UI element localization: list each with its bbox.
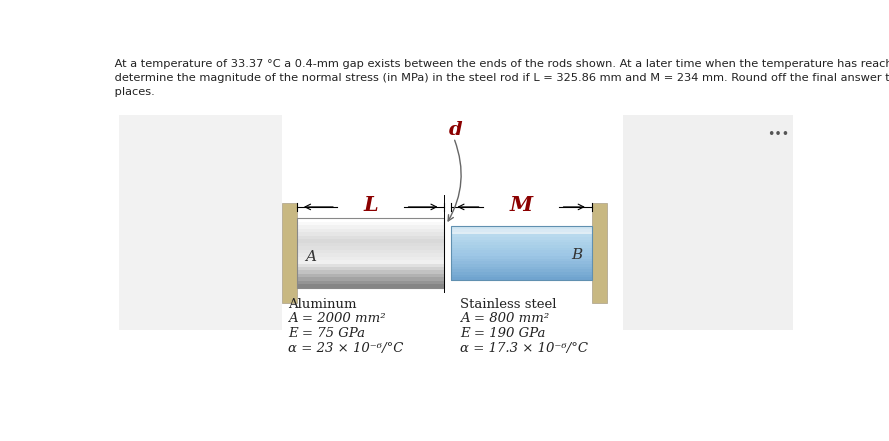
Bar	[297, 284, 444, 288]
Bar	[451, 234, 591, 238]
Bar	[297, 257, 444, 261]
Bar	[451, 272, 591, 276]
Bar	[297, 246, 444, 250]
Text: places.: places.	[111, 87, 155, 97]
Bar	[451, 243, 591, 246]
Bar	[451, 250, 591, 254]
Bar	[451, 239, 591, 243]
Bar	[622, 115, 793, 330]
Bar	[297, 218, 444, 288]
Bar	[451, 237, 591, 240]
Text: E = 75 GPa: E = 75 GPa	[288, 327, 364, 340]
Bar	[451, 261, 591, 265]
Text: A = 2000 mm²: A = 2000 mm²	[288, 312, 386, 325]
Bar	[297, 218, 444, 223]
Bar	[297, 277, 444, 282]
Bar	[451, 229, 591, 232]
Bar	[297, 225, 444, 230]
Text: A: A	[305, 250, 316, 264]
Text: d: d	[449, 121, 463, 139]
Text: α = 23 × 10⁻⁶/°C: α = 23 × 10⁻⁶/°C	[288, 342, 404, 355]
Text: determine the magnitude of the normal stress (in MPa) in the steel rod if L = 32: determine the magnitude of the normal st…	[111, 73, 889, 83]
Bar	[451, 269, 591, 273]
Bar	[297, 253, 444, 258]
Text: E = 190 GPa: E = 190 GPa	[460, 327, 545, 340]
Text: M: M	[509, 195, 533, 215]
Bar	[297, 274, 444, 278]
Text: A = 800 mm²: A = 800 mm²	[460, 312, 549, 325]
Text: L: L	[364, 195, 378, 215]
Bar	[297, 239, 444, 243]
Text: At a temperature of 33.37 °C a 0.4-mm gap exists between the ends of the rods sh: At a temperature of 33.37 °C a 0.4-mm ga…	[111, 59, 889, 69]
Text: Stainless steel: Stainless steel	[460, 298, 557, 311]
Bar	[297, 260, 444, 264]
Bar	[297, 222, 444, 226]
Bar	[591, 203, 607, 303]
Bar	[451, 258, 591, 262]
Bar	[451, 253, 591, 257]
Text: α = 17.3 × 10⁻⁶/°C: α = 17.3 × 10⁻⁶/°C	[460, 342, 588, 355]
Bar	[297, 243, 444, 247]
Bar	[297, 250, 444, 254]
Bar	[451, 267, 591, 270]
Text: B: B	[571, 248, 582, 262]
Bar	[451, 256, 591, 259]
Bar	[282, 203, 297, 303]
Bar	[451, 226, 591, 230]
Bar	[451, 275, 591, 278]
Bar	[297, 264, 444, 268]
Bar	[451, 226, 591, 280]
Bar	[297, 229, 444, 233]
Bar	[297, 281, 444, 285]
Bar	[297, 236, 444, 240]
Bar	[451, 248, 591, 251]
Bar	[297, 267, 444, 271]
Bar	[451, 245, 591, 248]
Bar	[119, 115, 282, 330]
Bar	[451, 232, 591, 235]
Bar	[297, 218, 444, 288]
Text: Aluminum: Aluminum	[288, 298, 356, 311]
Bar	[297, 270, 444, 275]
Bar	[297, 232, 444, 236]
Bar	[451, 277, 591, 281]
Bar	[451, 264, 591, 267]
Text: •••: •••	[767, 128, 789, 142]
